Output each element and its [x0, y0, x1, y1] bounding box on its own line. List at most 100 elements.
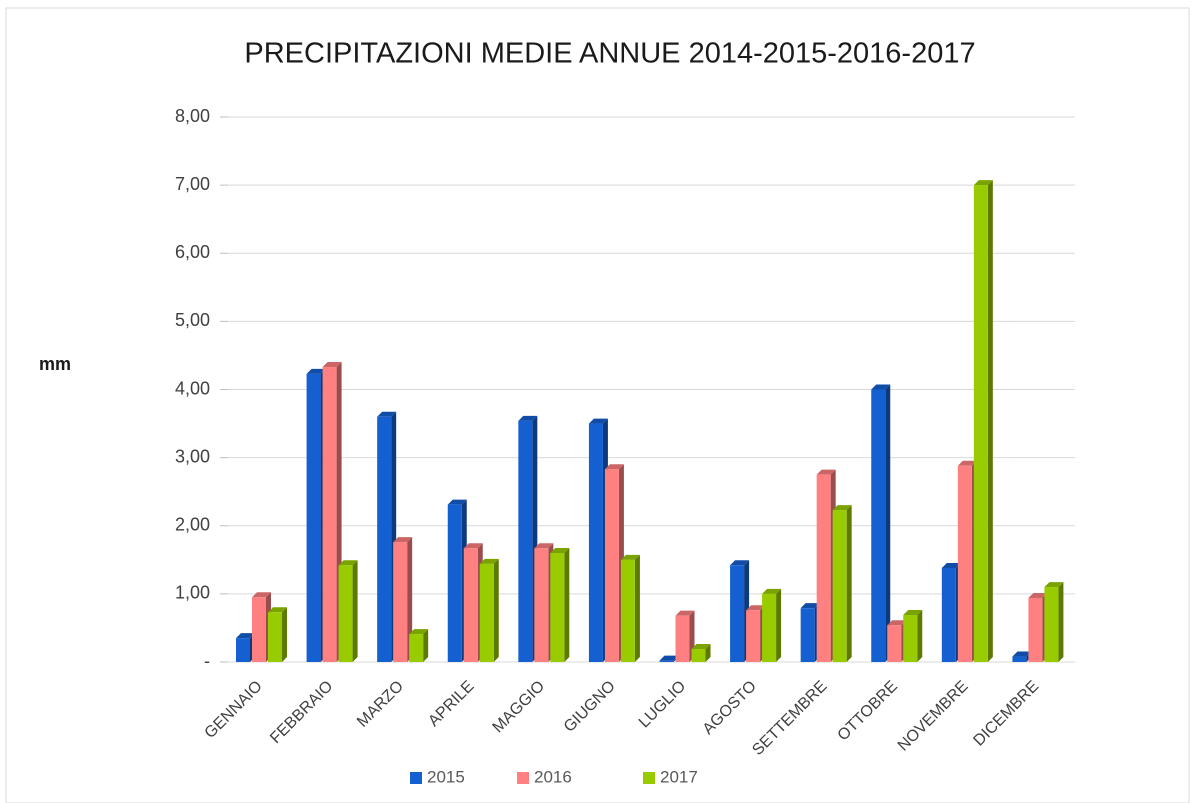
bar: [832, 510, 847, 662]
legend-label: 2017: [660, 767, 698, 786]
legend-label: 2015: [427, 767, 465, 786]
bar: [322, 367, 337, 662]
bar: [447, 504, 462, 662]
y-tick-label: 2,00: [175, 515, 210, 535]
bar: [268, 612, 282, 662]
bar-top: [903, 609, 923, 615]
bar: [887, 625, 902, 662]
bar-top: [887, 620, 907, 626]
y-tick-label: 6,00: [175, 242, 210, 262]
bar: [746, 610, 761, 662]
bar-side: [846, 505, 852, 662]
bar-side: [885, 384, 891, 662]
bar-top: [730, 560, 750, 566]
bar: [338, 565, 353, 662]
bar: [236, 638, 250, 662]
bar-top: [832, 505, 852, 511]
bar: [1028, 597, 1043, 662]
bar-top: [800, 603, 820, 609]
bar: [463, 548, 478, 662]
bar: [1012, 656, 1027, 662]
bar: [941, 567, 956, 662]
legend-label: 2016: [534, 767, 572, 786]
chart-frame: [5, 7, 1190, 803]
bar: [675, 615, 690, 662]
bar: [871, 389, 886, 662]
bar-side: [1058, 582, 1064, 662]
bar-top: [236, 633, 255, 639]
bar: [550, 553, 565, 662]
bar-side: [987, 180, 993, 662]
bar-top: [1044, 582, 1064, 588]
bar-top: [252, 592, 271, 598]
y-tick-label: 7,00: [175, 174, 210, 194]
y-tick-label: 4,00: [175, 378, 210, 398]
bar-top: [973, 180, 993, 186]
bar: [534, 548, 549, 662]
bar-side: [634, 554, 640, 662]
bar: [659, 660, 674, 662]
bar-top: [268, 607, 287, 613]
bar: [957, 465, 972, 662]
bar: [973, 185, 988, 662]
bar: [393, 542, 408, 662]
bar: [479, 563, 494, 662]
bar: [604, 469, 619, 662]
bar-top: [620, 554, 640, 560]
bar: [409, 634, 424, 662]
legend-swatch: [517, 772, 529, 784]
bar: [691, 649, 706, 662]
bar-top: [957, 460, 977, 466]
bar: [620, 559, 635, 662]
bar-top: [534, 543, 554, 549]
bar-top: [691, 644, 711, 650]
legend-swatch: [643, 772, 655, 784]
y-tick-label: 5,00: [175, 310, 210, 330]
bar: [377, 416, 392, 662]
bar-top: [447, 499, 467, 505]
bar: [588, 423, 603, 662]
bar-top: [1028, 592, 1048, 598]
bar-side: [352, 560, 358, 662]
bar-top: [871, 384, 891, 390]
bar-side: [423, 629, 429, 662]
legend-swatch: [410, 772, 422, 784]
bar: [800, 608, 815, 662]
y-tick-label: 8,00: [175, 106, 210, 126]
bar-top: [604, 464, 624, 470]
bar-top: [816, 469, 836, 475]
bar: [730, 565, 745, 662]
bar-side: [407, 537, 413, 662]
bar: [252, 597, 266, 662]
bar-top: [518, 415, 538, 421]
y-tick-label: -: [204, 651, 210, 671]
bar-side: [564, 548, 570, 662]
bar-top: [941, 562, 961, 568]
bar: [903, 614, 918, 662]
y-tick-label: 1,00: [175, 583, 210, 603]
bar-top: [479, 558, 499, 564]
bar: [306, 373, 321, 662]
bar-top: [675, 610, 695, 616]
bar-top: [338, 560, 358, 566]
bar-top: [463, 543, 483, 549]
bar-top: [1012, 651, 1032, 657]
bar-side: [282, 607, 287, 662]
bar-side: [493, 558, 499, 662]
bar: [816, 474, 831, 662]
bar-top: [409, 629, 429, 635]
bar-top: [659, 655, 679, 661]
bar: [1044, 587, 1059, 662]
bar: [518, 420, 533, 662]
bar-top: [588, 418, 608, 424]
bar-side: [776, 588, 782, 662]
bar-top: [393, 537, 413, 543]
bar-side: [705, 644, 711, 662]
bar: [762, 593, 777, 662]
bar-top: [762, 588, 782, 594]
y-axis-label: mm: [39, 354, 71, 374]
bar-top: [550, 548, 570, 553]
y-tick-label: 3,00: [175, 446, 210, 466]
chart-title: PRECIPITAZIONI MEDIE ANNUE 2014-2015-201…: [244, 38, 975, 70]
